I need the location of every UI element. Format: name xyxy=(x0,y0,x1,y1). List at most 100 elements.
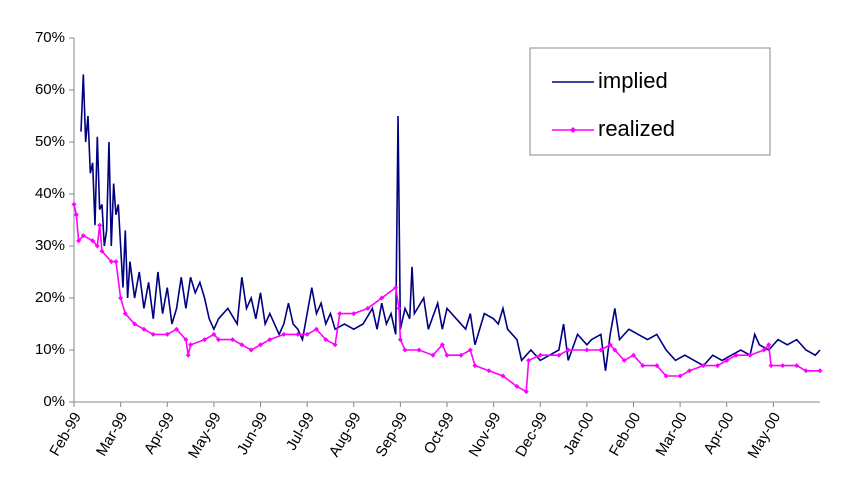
x-tick-label: Mar-99 xyxy=(93,409,131,459)
y-tick-label: 70% xyxy=(35,29,65,46)
point-marker xyxy=(686,368,692,374)
x-tick-label: Jan-00 xyxy=(560,409,598,457)
point-marker xyxy=(313,326,319,332)
point-marker xyxy=(780,363,786,369)
point-marker xyxy=(803,368,809,374)
point-marker xyxy=(281,331,287,337)
series-line xyxy=(80,74,821,371)
point-marker xyxy=(565,347,571,353)
x-tick-label: May-00 xyxy=(745,409,785,461)
point-marker xyxy=(188,342,194,348)
series-line xyxy=(73,204,820,393)
x-tick-label: Mar-00 xyxy=(653,409,691,459)
point-marker xyxy=(584,347,590,353)
point-marker xyxy=(132,321,138,327)
point-marker xyxy=(150,331,156,337)
x-tick-label: Sep-99 xyxy=(372,409,411,459)
point-marker xyxy=(174,326,180,332)
point-marker xyxy=(472,363,478,369)
point-marker xyxy=(239,342,245,348)
point-marker xyxy=(714,363,720,369)
point-marker xyxy=(761,347,767,353)
x-tick-label: Aug-99 xyxy=(326,409,365,459)
point-marker xyxy=(118,295,124,301)
point-marker xyxy=(248,347,254,353)
point-marker xyxy=(700,363,706,369)
x-tick-label: Jul-99 xyxy=(283,409,318,453)
point-marker xyxy=(747,352,753,358)
point-marker xyxy=(444,352,450,358)
x-tick-label: Jun-99 xyxy=(234,409,272,457)
legend-label: implied xyxy=(598,68,668,93)
x-tick-label: Feb-00 xyxy=(606,409,644,459)
y-tick-label: 60% xyxy=(35,81,65,98)
point-marker xyxy=(80,233,86,239)
point-marker xyxy=(677,373,683,379)
point-marker xyxy=(402,347,408,353)
point-marker xyxy=(97,222,103,228)
y-tick-label: 40% xyxy=(35,185,65,202)
point-marker xyxy=(183,337,189,343)
point-marker xyxy=(323,337,329,343)
point-marker xyxy=(122,311,128,317)
y-tick-label: 30% xyxy=(35,237,65,254)
point-marker xyxy=(500,373,506,379)
x-tick-label: May-99 xyxy=(185,409,225,461)
point-marker xyxy=(733,352,739,358)
point-marker xyxy=(621,357,627,363)
point-marker xyxy=(817,368,823,374)
point-marker xyxy=(304,331,310,337)
point-marker xyxy=(768,363,774,369)
point-marker xyxy=(430,352,436,358)
point-marker xyxy=(514,383,520,389)
legend-label: realized xyxy=(598,116,675,141)
point-marker xyxy=(230,337,236,343)
point-marker xyxy=(439,342,445,348)
point-marker xyxy=(724,357,730,363)
point-marker xyxy=(94,243,100,249)
point-marker xyxy=(337,311,343,317)
point-marker xyxy=(396,305,402,311)
point-marker xyxy=(258,342,263,348)
point-marker xyxy=(598,347,604,353)
y-tick-label: 50% xyxy=(35,133,65,150)
point-marker xyxy=(164,331,170,337)
y-tick-label: 10% xyxy=(35,341,65,358)
point-marker xyxy=(185,352,191,358)
point-marker xyxy=(397,337,403,343)
point-marker xyxy=(607,342,613,348)
point-marker xyxy=(267,337,273,343)
point-marker xyxy=(351,311,357,317)
point-marker xyxy=(526,357,532,363)
y-tick-label: 20% xyxy=(35,289,65,306)
point-marker xyxy=(486,368,492,374)
point-marker xyxy=(663,373,669,379)
point-marker xyxy=(523,389,529,395)
point-marker xyxy=(73,212,79,218)
point-marker xyxy=(71,201,77,207)
x-tick-label: Nov-99 xyxy=(466,409,505,459)
legend-marker xyxy=(570,127,576,133)
point-marker xyxy=(612,347,618,353)
point-marker xyxy=(211,331,217,337)
point-marker xyxy=(458,352,464,358)
point-marker xyxy=(90,238,96,244)
x-tick-label: Apr-00 xyxy=(700,409,737,456)
point-marker xyxy=(766,342,772,348)
legend-box xyxy=(529,47,771,156)
point-marker xyxy=(631,352,636,358)
point-marker xyxy=(654,363,660,369)
point-marker xyxy=(416,347,422,353)
x-tick-label: Dec-99 xyxy=(512,409,551,459)
point-marker xyxy=(556,352,562,358)
point-marker xyxy=(295,331,301,337)
point-marker xyxy=(467,347,473,353)
point-marker xyxy=(108,259,114,265)
point-marker xyxy=(640,363,646,369)
x-tick-label: Apr-99 xyxy=(141,409,178,456)
point-marker xyxy=(332,342,338,348)
y-tick-label: 0% xyxy=(43,393,65,410)
point-marker xyxy=(113,259,119,265)
point-marker xyxy=(393,285,399,291)
point-marker xyxy=(216,337,222,343)
